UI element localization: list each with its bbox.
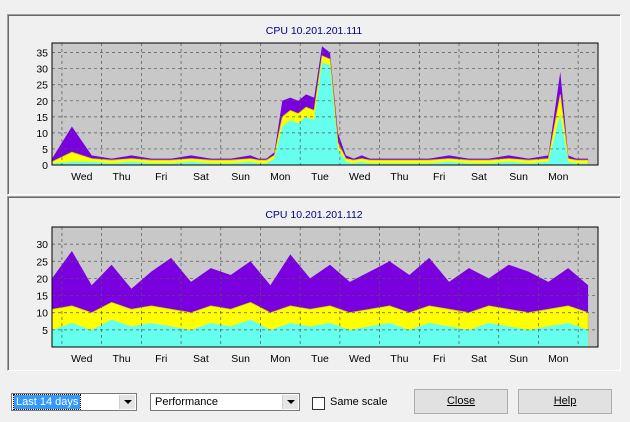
x-tick-label: Tue: [311, 171, 329, 183]
x-tick-label: Thu: [112, 353, 130, 365]
x-tick-label: Fri: [155, 353, 167, 365]
x-tick-label: Fri: [433, 353, 445, 365]
y-tick-label: 35: [36, 48, 48, 60]
mode-select[interactable]: Performance: [150, 393, 300, 411]
y-tick-label: 20: [36, 273, 48, 285]
x-tick-label: Tue: [311, 353, 329, 365]
same-scale-label[interactable]: Same scale: [330, 396, 388, 408]
min-series: [52, 62, 589, 165]
x-tick-label: Thu: [390, 353, 408, 365]
x-tick-label: Thu: [390, 171, 408, 183]
close-button-label: Close: [446, 395, 476, 407]
chart-title-112: CPU 10.201.201.112: [265, 209, 362, 221]
cpu-chart-112: CPU 10.201.201.112 5 10 15 20 25 30 Wed Thu Fri S…: [36, 209, 599, 365]
y-tick-label: 15: [36, 291, 48, 303]
plot-border: [51, 42, 599, 166]
x-tick-label: Sat: [471, 353, 487, 365]
x-tick-label: Sun: [509, 171, 528, 183]
x-tick-label: Fri: [155, 171, 167, 183]
chart-title-111: CPU 10.201.201.111: [266, 25, 363, 37]
min-series: [52, 319, 589, 347]
chart-panel-2: CPU 10.201.201.112 5 10 15 20 25 30 Wed Thu Fri S…: [7, 196, 621, 371]
x-tick-label: Sun: [231, 353, 250, 365]
y-tick-label: 15: [36, 112, 48, 124]
x-tick-label: Mon: [548, 353, 569, 365]
mode-select-value: Performance: [155, 396, 218, 408]
x-tick-label: Sat: [193, 353, 209, 365]
y-tick-label: 5: [42, 144, 48, 156]
same-scale-checkbox[interactable]: [312, 397, 325, 410]
y-tick-label: 20: [36, 96, 48, 108]
x-tick-label: Wed: [71, 171, 93, 183]
x-tick-label: Mon: [270, 171, 291, 183]
help-button-label: Help: [553, 395, 577, 407]
y-tick-label: 30: [36, 64, 48, 76]
cpu-chart-111: CPU 10.201.201.111 0 5 10 15 20 25 30 35 Wed Thu F…: [36, 25, 599, 183]
y-tick-label: 25: [36, 80, 48, 92]
chevron-down-icon[interactable]: [282, 395, 298, 409]
x-tick-label: Sat: [193, 171, 209, 183]
close-button[interactable]: Close: [414, 389, 508, 414]
y-tick-label: 25: [36, 256, 48, 268]
x-tick-label: Mon: [270, 353, 291, 365]
chart-panel-1: CPU 10.201.201.111 0 5 10 15 20 25 30 35 Wed Thu F…: [7, 14, 621, 195]
x-tick-label: Wed: [71, 353, 93, 365]
x-tick-label: Wed: [349, 171, 371, 183]
x-tick-label: Thu: [112, 171, 130, 183]
x-tick-label: Fri: [433, 171, 445, 183]
plot-border: [51, 226, 599, 348]
y-tick-label: 10: [36, 308, 48, 320]
y-tick-label: 10: [36, 128, 48, 140]
x-tick-label: Sun: [509, 353, 528, 365]
y-tick-label: 30: [36, 239, 48, 251]
y-tick-label: 5: [42, 325, 48, 337]
y-tick-label: 0: [42, 160, 48, 172]
help-button[interactable]: Help: [518, 389, 612, 414]
x-tick-label: Sat: [471, 171, 487, 183]
chevron-down-icon[interactable]: [119, 395, 135, 409]
x-tick-label: Wed: [349, 353, 371, 365]
range-select[interactable]: Last 14 days: [11, 393, 137, 411]
range-select-value: Last 14 days: [12, 394, 82, 410]
x-tick-label: Sun: [231, 171, 250, 183]
x-tick-label: Mon: [548, 171, 569, 183]
